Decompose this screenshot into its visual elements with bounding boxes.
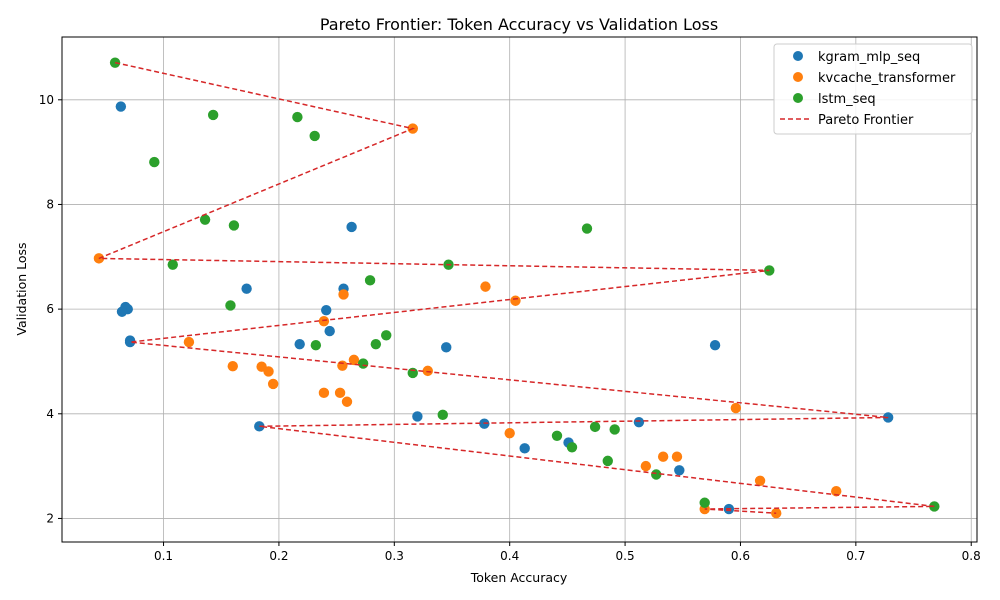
data-point [341, 396, 353, 407]
data-point [116, 306, 128, 317]
data-point [324, 325, 335, 337]
data-point [437, 409, 448, 421]
data-point [754, 475, 766, 486]
data-point [519, 443, 530, 454]
scatter-points-layer [93, 57, 940, 519]
data-point [566, 442, 578, 453]
data-point [589, 421, 601, 433]
data-point [267, 378, 279, 390]
data-point [318, 387, 330, 399]
data-point [115, 101, 127, 112]
data-point [651, 469, 662, 480]
data-point [225, 300, 236, 311]
data-point [674, 465, 685, 476]
data-point [263, 366, 274, 377]
data-point [581, 223, 593, 234]
x-tick-label: 0.7 [846, 549, 865, 563]
y-tick-label: 10 [39, 93, 54, 107]
data-point [671, 451, 683, 462]
data-point [699, 497, 710, 508]
data-point [346, 221, 357, 233]
pareto-frontier-layer [98, 61, 935, 514]
data-point [321, 304, 332, 316]
legend-marker-kvcache-transformer [793, 72, 803, 82]
x-tick-label: 0.1 [154, 549, 173, 563]
series-lstm-seq [109, 57, 940, 512]
data-point [357, 358, 369, 369]
y-axis-ticks: 2 4 6 8 10 [39, 93, 62, 525]
x-axis-ticks: 0.1 0.2 0.3 0.4 0.5 0.6 0.7 0.8 [154, 542, 981, 563]
data-point [149, 156, 160, 168]
chart-title: Pareto Frontier: Token Accuracy vs Valid… [320, 15, 718, 34]
data-point [199, 214, 211, 225]
legend-marker-lstm-seq [793, 93, 803, 103]
x-tick-label: 0.4 [500, 549, 519, 563]
data-point [310, 340, 322, 351]
legend-box [773, 43, 973, 135]
series-kvcache-transformer [93, 123, 842, 519]
legend-marker-kgram-mlp-seq [793, 51, 803, 61]
legend-label-lstm-seq: lstm_seq [818, 92, 876, 107]
data-point [510, 295, 521, 306]
data-point [640, 460, 652, 472]
x-axis-label: Token Accuracy [470, 570, 568, 585]
data-point [609, 424, 620, 435]
data-point [294, 338, 305, 350]
x-tick-label: 0.6 [731, 549, 750, 563]
data-point [412, 411, 423, 422]
legend-label-kgram-mlp-seq: kgram_mlp_seq [818, 50, 920, 65]
data-point [370, 338, 382, 350]
data-point [602, 455, 613, 467]
y-tick-label: 4 [46, 407, 54, 421]
data-point [254, 421, 265, 432]
legend: kgram_mlp_seq kvcache_transformer lstm_s… [773, 43, 973, 135]
data-point [207, 109, 219, 121]
data-point [228, 220, 240, 231]
data-point [241, 283, 252, 294]
data-point [183, 336, 195, 348]
x-tick-label: 0.2 [269, 549, 288, 563]
data-point [348, 354, 360, 366]
data-point [771, 508, 782, 519]
data-point [334, 387, 346, 399]
data-point [551, 430, 563, 441]
data-point [227, 360, 238, 372]
data-point [292, 111, 303, 123]
data-point [480, 281, 491, 292]
data-point [657, 451, 669, 462]
y-axis-label: Validation Loss [14, 242, 29, 335]
pareto-frontier-line [98, 61, 935, 514]
y-tick-label: 2 [46, 511, 54, 525]
legend-label-kvcache-transformer: kvcache_transformer [818, 71, 956, 86]
data-point [709, 340, 721, 351]
data-point [167, 259, 178, 270]
data-point [831, 486, 842, 497]
y-tick-label: 6 [46, 302, 54, 316]
data-point [633, 416, 645, 428]
x-tick-label: 0.5 [616, 549, 635, 563]
data-point [124, 336, 136, 348]
data-point [364, 275, 376, 286]
legend-label-pareto-frontier: Pareto Frontier [818, 113, 914, 128]
x-tick-label: 0.3 [385, 549, 404, 563]
data-point [337, 360, 348, 371]
data-point [318, 315, 330, 327]
data-point [338, 289, 349, 300]
x-tick-label: 0.8 [962, 549, 981, 563]
series-kgram-mlp-seq [115, 101, 894, 515]
y-tick-label: 8 [46, 197, 54, 211]
plot-frame [61, 36, 978, 543]
data-point [381, 330, 392, 341]
data-point [504, 427, 515, 439]
data-point [422, 365, 433, 377]
data-point [109, 57, 121, 68]
data-point [407, 367, 418, 379]
data-point [441, 342, 452, 353]
data-point [309, 130, 320, 142]
data-point [730, 402, 742, 414]
